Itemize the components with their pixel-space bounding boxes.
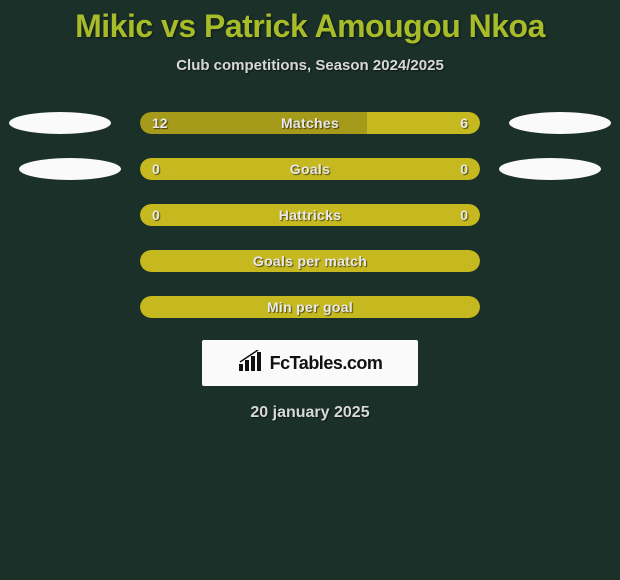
player-left-marker — [19, 158, 121, 180]
stat-label: Matches — [140, 115, 480, 131]
page-title: Mikic vs Patrick Amougou Nkoa — [0, 8, 620, 45]
stat-value-right: 0 — [460, 161, 468, 177]
stat-row-hattricks: 0 Hattricks 0 — [0, 204, 620, 226]
stat-label: Min per goal — [140, 299, 480, 315]
player-right-marker — [509, 112, 611, 134]
stat-value-right: 0 — [460, 207, 468, 223]
subtitle: Club competitions, Season 2024/2025 — [0, 57, 620, 74]
player-right-marker — [499, 158, 601, 180]
stat-bar: 0 Goals 0 — [140, 158, 480, 180]
stat-bar: Min per goal — [140, 296, 480, 318]
stat-row-goals: 0 Goals 0 — [0, 158, 620, 180]
stat-bar: 12 Matches 6 — [140, 112, 480, 134]
stats-card: Mikic vs Patrick Amougou Nkoa Club compe… — [0, 0, 620, 422]
stat-bar: Goals per match — [140, 250, 480, 272]
site-logo[interactable]: FcTables.com — [202, 340, 418, 386]
date-label: 20 january 2025 — [0, 404, 620, 422]
stat-label: Goals per match — [140, 253, 480, 269]
stat-row-matches: 12 Matches 6 — [0, 112, 620, 134]
stat-row-min-per-goal: Min per goal — [0, 296, 620, 318]
stat-label: Hattricks — [140, 207, 480, 223]
stat-label: Goals — [140, 161, 480, 177]
stat-bar: 0 Hattricks 0 — [140, 204, 480, 226]
stat-value-right: 6 — [460, 115, 468, 131]
stat-row-goals-per-match: Goals per match — [0, 250, 620, 272]
player-left-marker — [9, 112, 111, 134]
logo-text: FcTables.com — [270, 353, 383, 374]
chart-icon — [238, 350, 264, 377]
stat-rows: 12 Matches 6 0 Goals 0 0 Hattricks 0 — [0, 112, 620, 318]
